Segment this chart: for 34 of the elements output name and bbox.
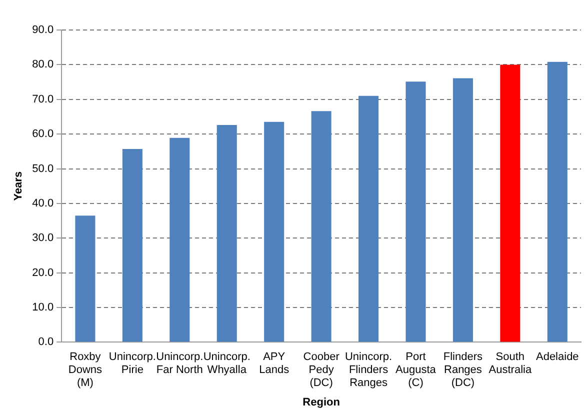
bar bbox=[170, 138, 190, 342]
y-tick-label: 90.0 bbox=[32, 24, 54, 36]
x-tick-label: Coober Pedy (DC) bbox=[303, 350, 340, 390]
y-tick-label: 10.0 bbox=[32, 302, 54, 314]
bar bbox=[122, 148, 142, 342]
bar bbox=[358, 96, 379, 342]
x-axis-title: Region bbox=[302, 396, 340, 408]
bar bbox=[311, 111, 332, 342]
y-tick-label: 80.0 bbox=[32, 58, 54, 71]
bar bbox=[500, 64, 520, 342]
x-tick-label: Roxby Downs (M) bbox=[68, 350, 103, 390]
x-tick-label: Port Augusta (C) bbox=[396, 350, 437, 390]
x-tick-label: Adelaide bbox=[536, 350, 579, 363]
bar bbox=[547, 62, 568, 342]
y-tick-label: 50.0 bbox=[32, 162, 54, 175]
x-tick-label: South Australia bbox=[488, 350, 532, 376]
x-tick-label: Unincorp. Far North bbox=[156, 350, 204, 376]
x-tick-label: APY Lands bbox=[259, 350, 290, 376]
y-tick-label: 70.0 bbox=[32, 93, 54, 106]
x-tick-label: Flinders Ranges (DC) bbox=[443, 350, 484, 390]
y-tick-label: 20.0 bbox=[32, 266, 54, 279]
y-tick-label: 0.0 bbox=[38, 336, 54, 348]
y-tick-label: 60.0 bbox=[32, 128, 54, 140]
x-tick-label: Unincorp. Whyalla bbox=[203, 350, 250, 376]
bar bbox=[264, 122, 284, 342]
bar bbox=[406, 82, 426, 342]
bar bbox=[452, 78, 473, 342]
bar bbox=[75, 216, 96, 342]
y-axis-title: Years bbox=[12, 171, 25, 201]
bar bbox=[216, 125, 237, 342]
y-tick-label: 40.0 bbox=[32, 197, 54, 210]
x-tick-label: Unincorp. Flinders Ranges bbox=[344, 350, 392, 390]
x-tick-label: Unincorp. Pirie bbox=[108, 350, 156, 376]
y-tick-label: 30.0 bbox=[32, 232, 54, 244]
